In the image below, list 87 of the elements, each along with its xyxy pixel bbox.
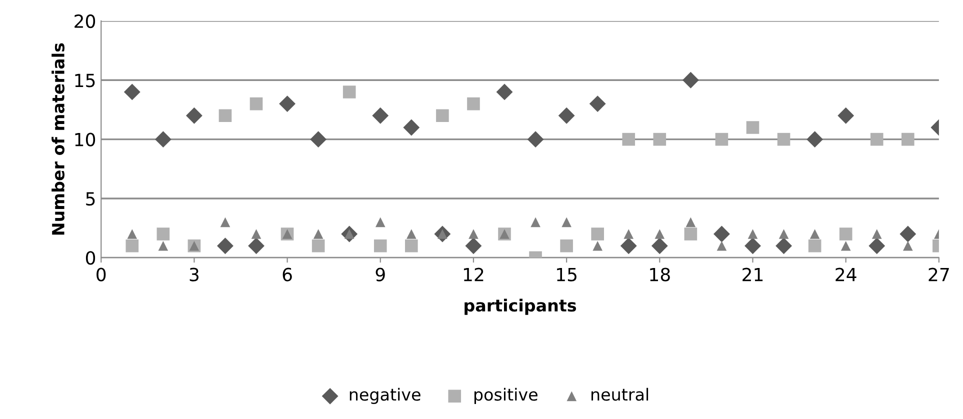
point (154, 131, 172, 148)
point (126, 239, 139, 252)
point (562, 217, 572, 228)
point (186, 107, 202, 124)
point (654, 229, 665, 239)
point (496, 84, 513, 100)
point (622, 132, 636, 146)
point (592, 240, 603, 251)
point (901, 132, 914, 146)
legend-label: positive (474, 388, 538, 404)
point (313, 229, 324, 239)
x-tick-label: 24 (836, 268, 856, 282)
y-tick-label: 5 (86, 192, 95, 206)
x-tick-label: 6 (282, 268, 292, 282)
point (778, 229, 789, 239)
point (250, 97, 263, 110)
point (220, 217, 230, 228)
x-tick-label: 12 (464, 268, 484, 282)
y-tick-label: 20 (74, 14, 96, 28)
x-tick-label: 18 (650, 268, 670, 282)
point (405, 239, 418, 252)
point (589, 96, 606, 112)
point (403, 119, 420, 136)
point (872, 229, 882, 239)
point (156, 228, 170, 240)
x-tick-label: 21 (742, 268, 763, 282)
point (558, 107, 575, 124)
point (714, 226, 730, 242)
point (127, 229, 138, 239)
legend-label: negative (350, 388, 420, 404)
point (467, 97, 480, 110)
point (686, 217, 696, 228)
point (591, 228, 604, 240)
point (838, 107, 854, 124)
x-tick-label: 9 (376, 268, 385, 282)
point (279, 96, 296, 112)
x-tick-label: 27 (928, 268, 949, 282)
point (624, 229, 634, 239)
y-tick-label: 10 (75, 132, 96, 146)
point (716, 240, 727, 251)
point (372, 107, 389, 124)
point (806, 131, 824, 148)
point (620, 238, 637, 254)
point (684, 228, 698, 240)
point (530, 217, 540, 228)
point (375, 217, 386, 228)
point (870, 132, 884, 146)
point (810, 229, 820, 239)
point (840, 240, 851, 251)
point (218, 109, 232, 122)
point (900, 226, 916, 242)
point (251, 229, 262, 239)
point (248, 238, 264, 254)
x-tick-label: 15 (557, 268, 576, 282)
y-tick-label: 0 (86, 251, 96, 265)
y-tick-label: 15 (75, 74, 95, 88)
x-axis-title: participants (464, 298, 576, 315)
point (808, 239, 822, 252)
point (902, 240, 913, 251)
point (468, 229, 478, 239)
point (312, 239, 325, 252)
point (746, 121, 760, 134)
point (715, 132, 728, 146)
point (868, 238, 886, 254)
point (748, 229, 758, 239)
point (653, 132, 666, 146)
point (776, 238, 792, 254)
point (744, 238, 761, 254)
point (839, 228, 852, 240)
point (158, 240, 168, 251)
y-axis-title: Number of materials (52, 43, 64, 235)
point (310, 131, 327, 148)
point (682, 72, 699, 88)
point (651, 238, 668, 254)
point (777, 132, 790, 146)
point (527, 131, 544, 148)
x-tick-label: 0 (96, 268, 106, 282)
legend-label: neutral (592, 388, 648, 401)
point (374, 239, 387, 252)
x-tick-label: 3 (190, 268, 198, 282)
point (406, 229, 416, 239)
point (436, 109, 449, 122)
point (560, 239, 573, 252)
point (342, 86, 356, 98)
point (217, 238, 234, 254)
point (465, 238, 482, 254)
point (124, 84, 140, 100)
